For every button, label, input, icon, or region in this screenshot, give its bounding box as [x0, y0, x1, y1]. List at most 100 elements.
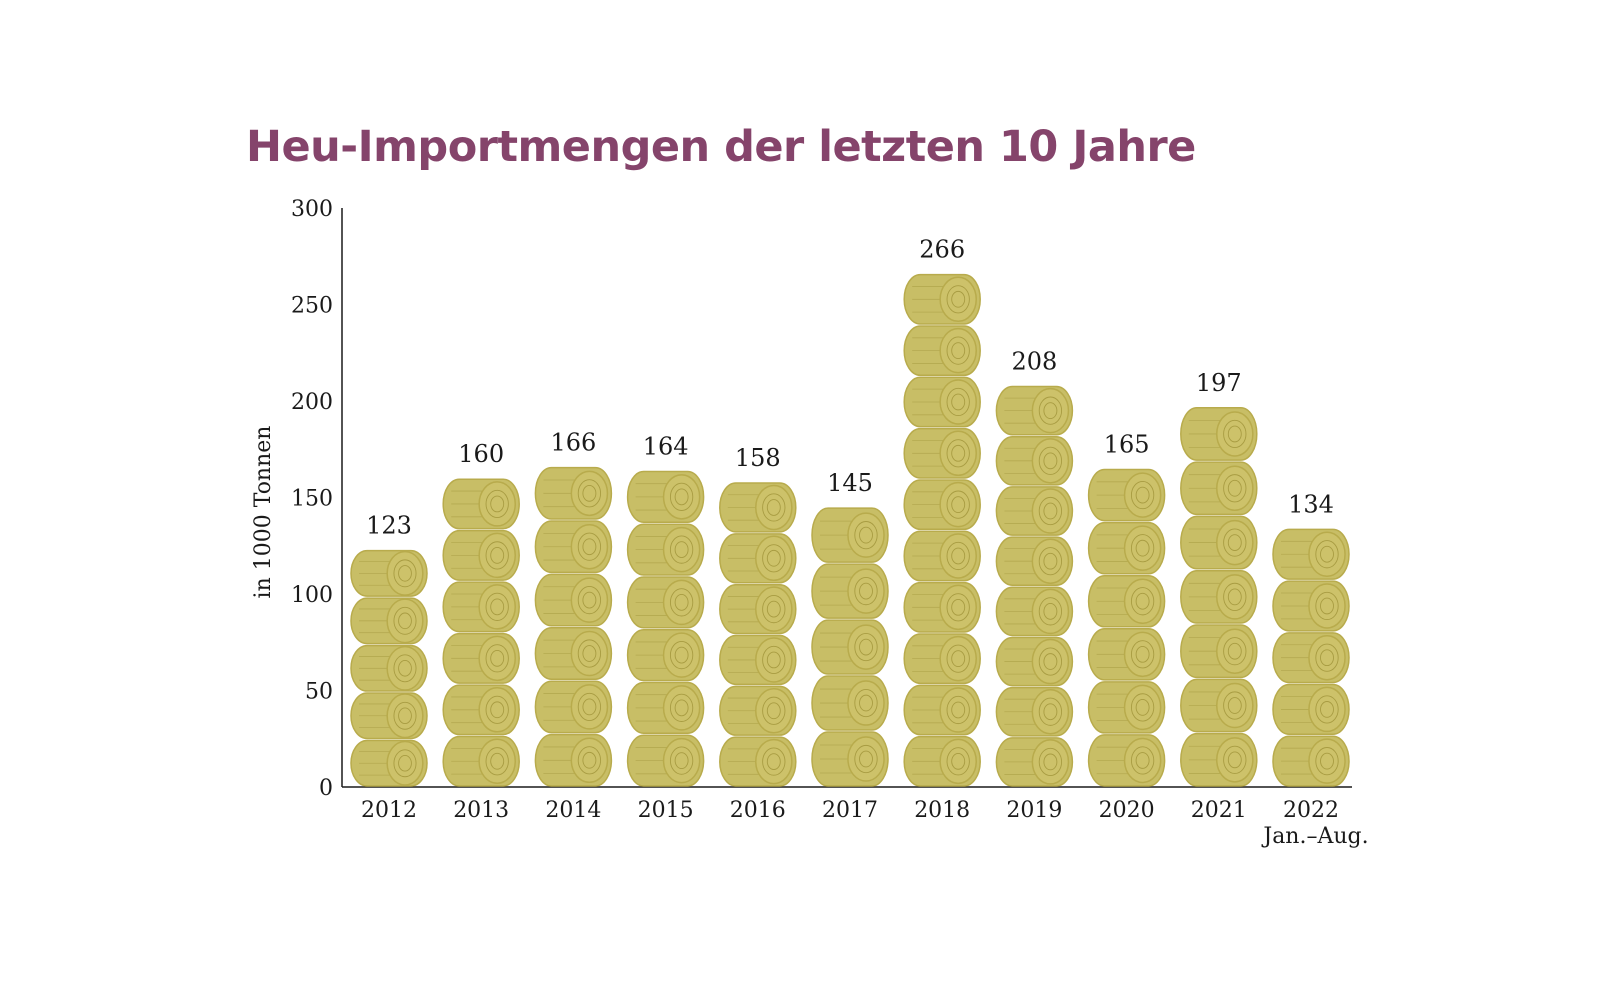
hay-bale-icon [811, 563, 889, 619]
hay-bale-icon [903, 581, 981, 633]
data-label: 145 [827, 469, 873, 497]
bar-2019 [995, 385, 1074, 787]
hay-bale-icon [719, 685, 797, 736]
data-label: 208 [1011, 348, 1057, 376]
data-labels: 123 160 166 164 158 145 266 208 165 197 134 [366, 236, 1334, 540]
bar-2013 [442, 478, 520, 787]
hay-bale-icon [626, 681, 705, 734]
hay-bale-icon [1087, 681, 1166, 734]
hay-bale-icon [1087, 628, 1166, 681]
hay-bale-icon [1272, 528, 1350, 580]
hay-bale-icon [903, 479, 981, 531]
hay-bale-icon [995, 686, 1074, 737]
hay-bale-icon [442, 529, 520, 581]
hay-bale-icon [1087, 734, 1166, 787]
bar-2012 [350, 549, 428, 787]
hay-bale-icon [534, 627, 613, 680]
hay-bale-icon [442, 684, 520, 736]
y-tick-label: 300 [291, 197, 333, 222]
hay-bale-icon [903, 633, 981, 685]
y-tick-label: 200 [291, 390, 333, 415]
hay-bale-icon [1087, 574, 1166, 628]
hay-bale-icon [350, 739, 428, 787]
hay-bale-icon [811, 507, 889, 563]
data-label: 158 [735, 444, 781, 472]
hay-bale-icon [534, 733, 613, 787]
hay-bale-icon [995, 636, 1074, 687]
bar-2016 [719, 482, 797, 787]
bar-2022 [1272, 528, 1350, 787]
y-tick-label: 0 [319, 776, 333, 801]
bars [350, 273, 1350, 787]
hay-bale-icon [626, 628, 705, 682]
x-tick-label: 2012 [361, 798, 417, 823]
x-tick-label: 2017 [822, 798, 878, 823]
hay-bale-icon [1087, 468, 1166, 522]
hay-bale-icon [1272, 632, 1350, 684]
hay-bale-icon [811, 675, 889, 731]
hay-bale-icon [442, 735, 520, 787]
data-label: 266 [919, 236, 965, 264]
hay-bale-icon [811, 731, 889, 787]
x-tick-labels: 2012 2013 2014 2015 2016 2017 2018 2019 2020 2021… [361, 798, 1369, 849]
bar-2017 [811, 507, 889, 787]
hay-bale-icon [534, 466, 613, 520]
hay-bale-icon [995, 536, 1074, 587]
hay-bale-icon [995, 486, 1074, 536]
x-tick-label: 2018 [914, 798, 970, 823]
hay-bale-icon [903, 427, 981, 479]
hay-bale-icon [350, 597, 428, 645]
x-tick-note: Jan.–Aug. [1261, 824, 1368, 849]
hay-bale-icon [1180, 461, 1258, 516]
bar-2018 [903, 273, 981, 787]
data-label: 166 [550, 429, 596, 457]
hay-bale-icon [995, 586, 1074, 637]
y-axis-label: in 1000 Tonnen [251, 426, 276, 599]
hay-bale-icon [1180, 678, 1258, 733]
hay-bale-icon [1180, 624, 1258, 679]
y-tick-labels: 0 50 100 150 200 250 300 [291, 197, 333, 801]
data-label: 197 [1196, 369, 1242, 397]
hay-bale-icon [811, 619, 889, 675]
hay-bale-icon [1272, 683, 1350, 736]
x-tick-label: 2022 [1283, 798, 1339, 823]
hay-bale-icon [626, 734, 705, 787]
hay-bale-icon [350, 549, 428, 597]
y-tick-label: 250 [291, 294, 333, 319]
data-label: 160 [458, 440, 504, 468]
hay-bale-icon [903, 530, 981, 582]
x-tick-label: 2014 [545, 798, 601, 823]
hay-bale-icon [1180, 569, 1258, 624]
chart-title: Heu-Importmengen der letzten 10 Jahre [246, 122, 1196, 172]
y-tick-label: 100 [291, 583, 333, 608]
hay-bale-icon [534, 680, 613, 734]
hay-bale-icon [626, 470, 705, 523]
hay-bale-icon [719, 634, 797, 686]
hay-bale-icon [350, 692, 428, 740]
hay-bale-icon [442, 632, 520, 684]
chart-axes [341, 208, 1352, 788]
hay-bale-icon [534, 520, 613, 574]
x-tick-label: 2015 [638, 798, 694, 823]
hay-bale-icon [442, 581, 520, 633]
x-tick-label: 2019 [1006, 798, 1062, 823]
bar-2015 [626, 470, 705, 787]
hay-bale-icon [903, 684, 981, 736]
x-tick-label: 2021 [1191, 798, 1247, 823]
hay-bale-icon [1180, 732, 1258, 787]
y-tick-label: 50 [305, 680, 333, 705]
hay-bale-icon [1180, 515, 1258, 570]
bar-2020 [1087, 468, 1166, 787]
hay-bale-icon [719, 583, 797, 635]
hay-bale-icon [1272, 735, 1350, 787]
hay-bale-icon [995, 737, 1074, 787]
data-label: 165 [1104, 431, 1150, 459]
y-tick-label: 150 [291, 487, 333, 512]
data-label: 123 [366, 512, 412, 540]
hay-bale-icon [626, 523, 705, 576]
hay-bale-icon [719, 736, 797, 787]
hay-bale-icon [995, 435, 1074, 486]
x-tick-label: 2020 [1099, 798, 1155, 823]
hay-bale-icon [903, 273, 981, 325]
